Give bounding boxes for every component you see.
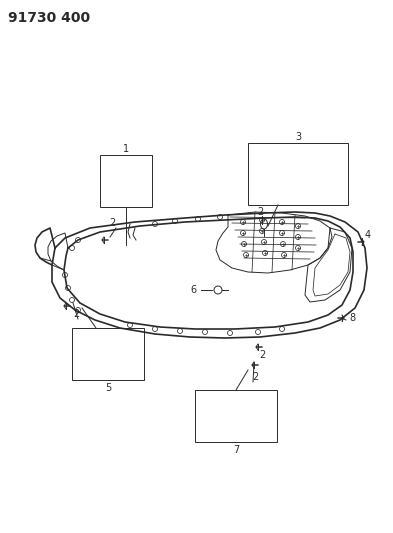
Bar — [248, 143, 348, 205]
Text: 3: 3 — [295, 132, 301, 142]
Text: 4: 4 — [365, 230, 371, 240]
Text: 6: 6 — [190, 285, 196, 295]
Text: 2: 2 — [73, 309, 79, 319]
Bar — [195, 390, 277, 442]
Bar — [100, 155, 152, 207]
Text: 5: 5 — [105, 383, 111, 393]
Text: 2: 2 — [252, 372, 258, 382]
Bar — [72, 328, 144, 380]
Text: 2: 2 — [109, 218, 115, 228]
Text: 2: 2 — [259, 350, 265, 360]
Text: 1: 1 — [123, 144, 129, 154]
Text: 7: 7 — [233, 445, 239, 455]
Text: 91730 400: 91730 400 — [8, 11, 90, 25]
Text: 8: 8 — [349, 313, 355, 323]
Text: 2: 2 — [257, 207, 263, 217]
